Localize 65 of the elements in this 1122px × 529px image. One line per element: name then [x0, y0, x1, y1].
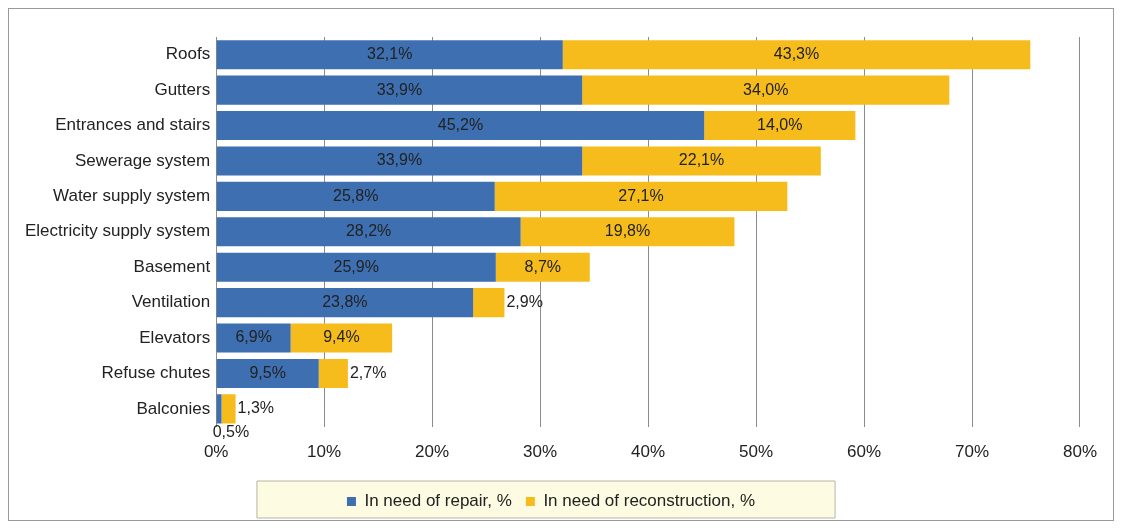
bar — [216, 75, 583, 105]
data-label: 33,9% — [376, 80, 423, 98]
x-tick-label: 70% — [954, 442, 990, 462]
y-tick-label: Gutters — [154, 79, 211, 99]
x-tick-label: 60% — [847, 442, 882, 462]
bar — [221, 394, 236, 424]
data-label: 9,4% — [323, 328, 360, 346]
y-tick-label: Sewerage system — [75, 150, 211, 170]
y-tick-label: Balconies — [136, 398, 211, 418]
y-tick-label: Basement — [133, 256, 211, 276]
bar — [494, 181, 788, 211]
data-label: 22,1% — [678, 151, 725, 169]
x-tick-label: 30% — [523, 442, 558, 462]
data-label: 33,9% — [376, 151, 423, 169]
data-label: 1,3% — [237, 399, 275, 417]
bar — [582, 75, 950, 105]
bar — [216, 288, 474, 318]
legend-label: In need of reconstruction, % — [543, 491, 756, 511]
data-label: 0,5% — [212, 422, 250, 440]
data-label: 6,9% — [235, 328, 272, 346]
data-label: 28,2% — [345, 222, 392, 240]
data-label: 25,8% — [333, 186, 379, 204]
data-label: 14,0% — [757, 115, 803, 133]
data-label: 27,1% — [618, 186, 664, 204]
legend-label: In need of repair, % — [364, 491, 512, 511]
bar — [473, 288, 505, 318]
bar — [216, 217, 521, 247]
y-tick-label: Roofs — [165, 44, 211, 64]
data-label: 2,9% — [506, 293, 543, 311]
data-label: 9,5% — [249, 363, 286, 381]
bar — [216, 111, 705, 141]
data-label: 45,2% — [437, 115, 484, 133]
x-tick-label: 40% — [631, 442, 666, 462]
x-tick-label: 20% — [415, 442, 450, 462]
data-label: 25,9% — [333, 257, 379, 275]
y-tick-label: Refuse chutes — [101, 363, 211, 383]
bar — [216, 40, 563, 70]
data-label: 43,3% — [773, 45, 820, 63]
bar — [216, 394, 222, 424]
y-tick-label: Entrances and stairs — [55, 115, 211, 135]
bar — [318, 358, 348, 388]
bar — [582, 146, 821, 176]
data-label: 32,1% — [367, 45, 413, 63]
data-label: 23,8% — [322, 293, 368, 311]
bar — [290, 323, 393, 353]
y-tick-label: Elevators — [139, 327, 211, 347]
x-tick-label: 50% — [739, 442, 774, 462]
bar — [562, 40, 1031, 70]
bar — [216, 181, 495, 211]
y-tick-label: Water supply system — [53, 186, 211, 206]
x-tick-label: 80% — [1062, 442, 1097, 462]
y-tick-label: Ventilation — [131, 292, 211, 312]
x-tick-label: 10% — [307, 442, 342, 462]
bar — [495, 252, 590, 282]
x-tick-label: 0% — [203, 442, 229, 462]
bar — [216, 146, 583, 176]
bar — [520, 217, 735, 247]
data-label: 2,7% — [349, 363, 387, 381]
bar — [216, 358, 319, 388]
data-label: 34,0% — [743, 80, 789, 98]
data-label: 19,8% — [604, 222, 651, 240]
bar — [704, 111, 856, 141]
y-tick-label: Electricity supply system — [24, 221, 211, 241]
bar — [216, 252, 496, 282]
data-label: 8,7% — [524, 257, 562, 275]
